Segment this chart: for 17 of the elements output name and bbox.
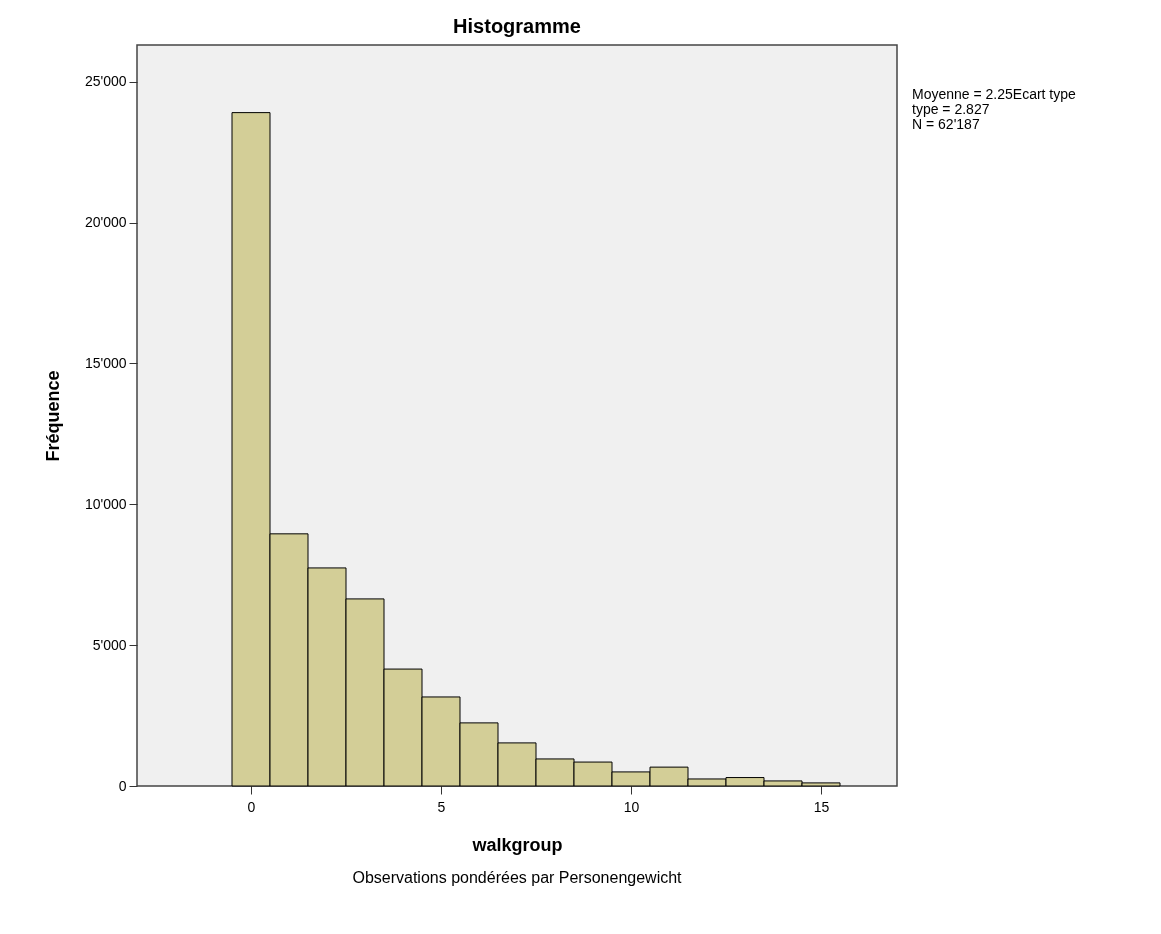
text: type = 2.827 [912, 101, 990, 117]
text: Observations pondérées par Personengewicht [352, 869, 683, 886]
x-tick-label: 10 [623, 798, 640, 815]
y-tick-label: 15'000 [84, 354, 127, 371]
y-axis-title: Fréquence [42, 370, 63, 462]
text: Moyenne = 2.25Ecart type [912, 86, 1077, 102]
text: N = 62'187 [912, 116, 980, 132]
x-tick-label: 5 [437, 798, 446, 815]
x-tick-label: 15 [813, 798, 830, 815]
y-tick-label: 25'000 [84, 73, 127, 90]
chart-title: Histogramme [453, 15, 581, 37]
x-tick-label: 0 [247, 798, 256, 815]
y-tick-label: 20'000 [84, 214, 127, 230]
y-tick-label: 0 [118, 777, 127, 794]
y-tick-label: 10'000 [84, 495, 127, 512]
y-tick-label: 5'000 [92, 636, 127, 653]
x-axis-title: walkgroup [471, 834, 563, 855]
